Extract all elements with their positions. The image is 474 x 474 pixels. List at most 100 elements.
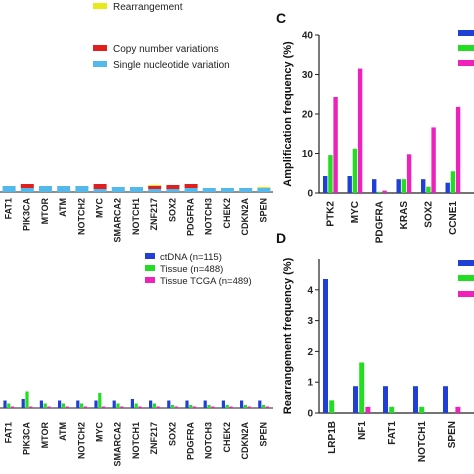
bar-b-notch2-tissue-n-488 xyxy=(80,403,84,408)
bar-c-ptk2-ctdna xyxy=(323,176,328,193)
xtick-label-a-pik3ca: PIK3CA xyxy=(22,198,32,232)
bar-b-spen-tissue-tcga-n-489 xyxy=(265,406,269,408)
bar-b-spen-tissue-n-488 xyxy=(262,405,266,408)
bar-d-lrp1b-tissue xyxy=(329,400,335,413)
bar-c-ccne1-tissue-tcga xyxy=(455,106,461,193)
bar-b-notch3-tissue-n-488 xyxy=(207,405,211,408)
legend-c-swatch-tcga xyxy=(458,60,474,66)
legend-d-swatch-tcga xyxy=(458,291,474,297)
bar-b-fat1-ctdna-n-115 xyxy=(3,400,7,408)
bar-b-pik3ca-tissue-n-488 xyxy=(25,391,29,408)
bar-d-nf1-ctdna xyxy=(353,386,358,413)
legend-a-swatch-cnv xyxy=(93,45,107,51)
xtick-label-a-notch2: NOTCH2 xyxy=(76,198,86,235)
bar-a-notch1-single-nucleotide-variation xyxy=(130,187,143,192)
bar-a-myc-single-nucleotide-variation xyxy=(93,189,107,192)
bar-a-smarca2-single-nucleotide-variation xyxy=(111,187,125,192)
bar-b-atm-ctdna-n-115 xyxy=(58,400,62,408)
bar-a-pdgfra-copy-number-variations xyxy=(184,184,198,188)
bar-b-atm-tissue-tcga-n-489 xyxy=(65,406,69,408)
bar-b-smarca2-tissue-n-488 xyxy=(116,403,120,408)
xtick-label-b-znf217: ZNF217 xyxy=(149,422,159,455)
bar-d-notch1-ctdna xyxy=(413,386,418,413)
bar-a-sox2-copy-number-variations xyxy=(166,185,180,189)
xtick-label-d-notch1: NOTCH1 xyxy=(417,421,428,463)
legend-a-label-rearrangement: Rearrangement xyxy=(113,2,183,13)
bar-b-myc-ctdna-n-115 xyxy=(94,400,98,408)
xtick-label-b-pik3ca: PIK3CA xyxy=(22,422,32,456)
bar-b-fat1-tissue-tcga-n-489 xyxy=(11,406,15,408)
bar-b-mtor-ctdna-n-115 xyxy=(39,400,43,408)
bar-b-pdgfra-ctdna-n-115 xyxy=(185,400,189,408)
bar-d-nf1-tissue xyxy=(359,362,365,413)
legend-c-swatch-tissue xyxy=(458,45,474,51)
xtick-label-a-fat1: FAT1 xyxy=(3,198,13,219)
bar-c-ptk2-tissue xyxy=(328,155,333,193)
bar-c-sox2-ctdna xyxy=(421,179,426,193)
bar-c-myc-tissue xyxy=(352,148,358,193)
bar-d-notch1-tissue xyxy=(419,406,425,413)
ytick-label-d-1: 1 xyxy=(307,378,313,389)
xtick-label-b-chek2: CHEK2 xyxy=(222,422,232,453)
legend-d-swatch-tissue xyxy=(458,275,474,281)
bar-a-myc-copy-number-variations xyxy=(93,184,107,189)
y-axis-title-d: Rearrangement frequency (%) xyxy=(282,257,294,414)
xtick-label-d-spen: SPEN xyxy=(447,421,458,448)
xtick-label-c-sox2: SOX2 xyxy=(423,201,434,228)
legend-b-swatch-ctdna xyxy=(145,253,155,259)
panel-a-legend: Rearrangement Copy number variations Sin… xyxy=(93,2,230,71)
xtick-label-d-nf1: NF1 xyxy=(357,421,368,440)
panel-d-legend xyxy=(458,260,474,297)
xtick-label-a-sox2: SOX2 xyxy=(167,198,177,222)
legend-b-label-ctdna: ctDNA (n=115) xyxy=(160,252,222,263)
bar-d-nf1-tissue-tcga xyxy=(365,406,371,413)
legend-b-swatch-tissue xyxy=(145,265,155,271)
xtick-label-a-chek2: CHEK2 xyxy=(222,198,232,229)
xtick-label-b-notch3: NOTCH3 xyxy=(204,422,214,459)
bar-b-cdkn2a-ctdna-n-115 xyxy=(240,400,244,408)
legend-a-swatch-rearrangement xyxy=(93,3,107,9)
ytick-label-d-0: 0 xyxy=(307,409,313,420)
bar-b-chek2-ctdna-n-115 xyxy=(221,400,225,408)
bar-c-kras-ctdna xyxy=(396,179,401,193)
bar-c-ptk2-tissue-tcga xyxy=(333,97,338,193)
legend-a-label-snv: Single nucleotide variation xyxy=(113,60,230,71)
bar-b-spen-ctdna-n-115 xyxy=(258,400,262,408)
bar-a-chek2-single-nucleotide-variation xyxy=(221,188,234,192)
xtick-label-a-myc: MYC xyxy=(94,198,104,219)
xtick-label-b-pdgfra: PDGFRA xyxy=(185,422,195,461)
bar-b-atm-tissue-n-488 xyxy=(61,403,65,408)
ytick-label-c-10: 10 xyxy=(302,149,314,160)
bar-a-mtor-single-nucleotide-variation xyxy=(39,186,52,192)
bar-d-fat1-tissue xyxy=(389,406,395,413)
xtick-label-c-ccne1: CCNE1 xyxy=(448,201,459,235)
bar-a-sox2-single-nucleotide-variation xyxy=(166,189,180,192)
bar-a-znf217-copy-number-variations xyxy=(148,186,162,189)
legend-d-swatch-ctdna xyxy=(458,260,474,266)
bar-d-spen-tissue-tcga xyxy=(455,406,461,413)
bar-b-mtor-tissue-tcga-n-489 xyxy=(47,406,51,408)
legend-b-label-tcga: Tissue TCGA (n=489) xyxy=(160,276,252,287)
bar-b-smarca2-tissue-tcga-n-489 xyxy=(120,406,124,408)
bar-c-ccne1-ctdna xyxy=(445,182,450,193)
panel-c-legend xyxy=(458,30,474,66)
bar-b-myc-tissue-n-488 xyxy=(98,393,102,408)
xtick-label-a-spen: SPEN xyxy=(258,198,268,223)
bar-b-notch2-ctdna-n-115 xyxy=(76,400,80,408)
bar-b-pik3ca-ctdna-n-115 xyxy=(21,399,25,408)
panel-b-legend: ctDNA (n=115) Tissue (n=488) Tissue TCGA… xyxy=(145,252,252,287)
plot-layer: FAT1 PIK3CA MTOR ATM NOTCH2 MYC SMARCA2 NOTCH1 Z… xyxy=(0,31,474,467)
legend-c-swatch-ctdna xyxy=(458,30,474,36)
bar-c-pdgfra-tissue xyxy=(377,191,382,193)
bar-a-znf217-single-nucleotide-variation xyxy=(148,189,162,192)
bar-a-cdkn2a-single-nucleotide-variation xyxy=(239,188,253,192)
ytick-label-c-40: 40 xyxy=(302,31,314,42)
bar-c-pdgfra-tissue-tcga xyxy=(382,190,387,193)
bar-a-spen-single-nucleotide-variation xyxy=(257,188,271,192)
bar-b-notch1-ctdna-n-115 xyxy=(130,399,134,408)
bar-c-myc-ctdna xyxy=(347,176,352,193)
ytick-label-c-20: 20 xyxy=(302,110,314,121)
bar-b-cdkn2a-tissue-tcga-n-489 xyxy=(247,406,251,408)
bar-a-notch2-single-nucleotide-variation xyxy=(75,186,89,192)
